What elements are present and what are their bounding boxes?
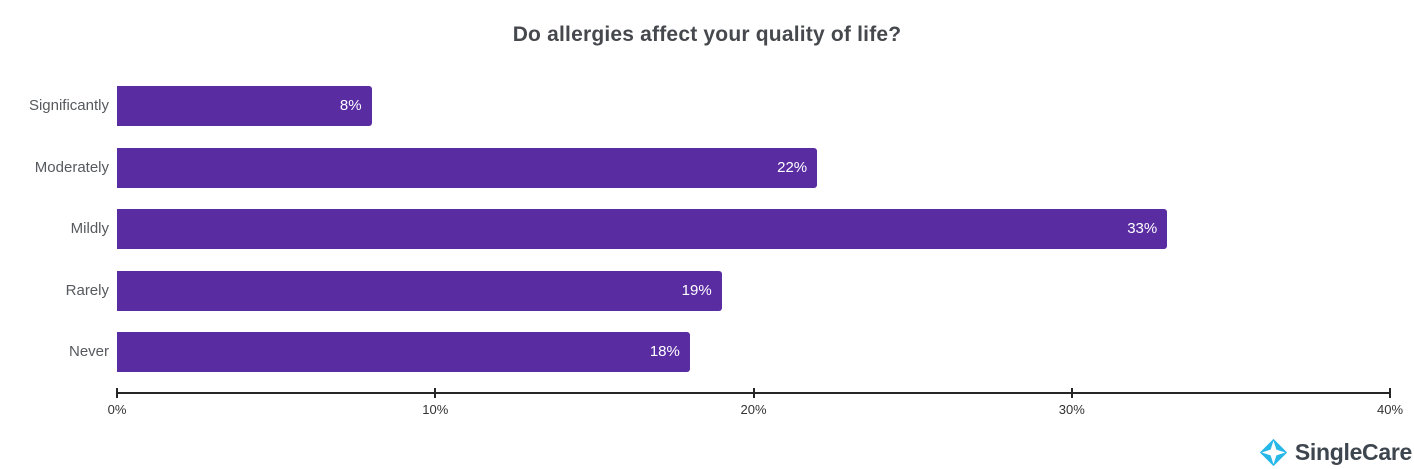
bar-track: 33% [117,209,1390,250]
bar-track: 19% [117,270,1390,311]
bar-value-label: 18% [649,343,680,361]
tick-label: 20% [740,402,767,417]
bar-row: Rarely 19% [66,270,1390,311]
tick-label: 30% [1058,402,1085,417]
chart-title: Do allergies affect your quality of life… [512,23,902,46]
logo-text: SingleCare [1294,439,1412,465]
bar-value-label: 22% [777,158,808,176]
bar-row: Mildly 33% [71,209,1390,250]
bar-row: Moderately 22% [35,147,1390,188]
bar-value-label: 8% [339,97,362,114]
bar-track: 18% [117,332,1390,373]
bar-row: Significantly 8% [29,86,1390,126]
bar: 33% [117,209,1168,250]
tick-mark [1389,388,1391,398]
bar-track: 22% [117,147,1390,188]
category-label: Rarely [65,281,109,299]
singlecare-logo: SingleCare [1259,438,1412,467]
tick-label: 0% [107,402,127,417]
tick-label: 40% [1376,402,1404,417]
plot-area: Significantly 8% Moderately 22% Mildly 33% Rar… [29,0,1403,469]
bar-row: Never 18% [69,332,1390,373]
tick-mark [434,388,437,398]
x-axis: 0% 10% 20% 30% 40% [108,388,1403,420]
singlecare-diamond-icon [1259,438,1287,467]
tick-mark [116,388,118,398]
bar: 18% [117,332,690,373]
category-label: Never [68,343,109,361]
bar-track: 8% [117,86,1390,126]
tick-label: 10% [422,402,449,417]
bar: 22% [117,147,818,188]
bar-value-label: 19% [681,281,712,299]
category-label: Mildly [70,220,109,238]
bar: 19% [117,270,722,311]
bar-value-label: 33% [1127,220,1158,238]
tick-mark [1070,388,1073,398]
category-label: Moderately [34,158,109,176]
bar: 8% [117,86,372,126]
category-label: Significantly [28,97,109,114]
tick-mark [752,388,755,398]
